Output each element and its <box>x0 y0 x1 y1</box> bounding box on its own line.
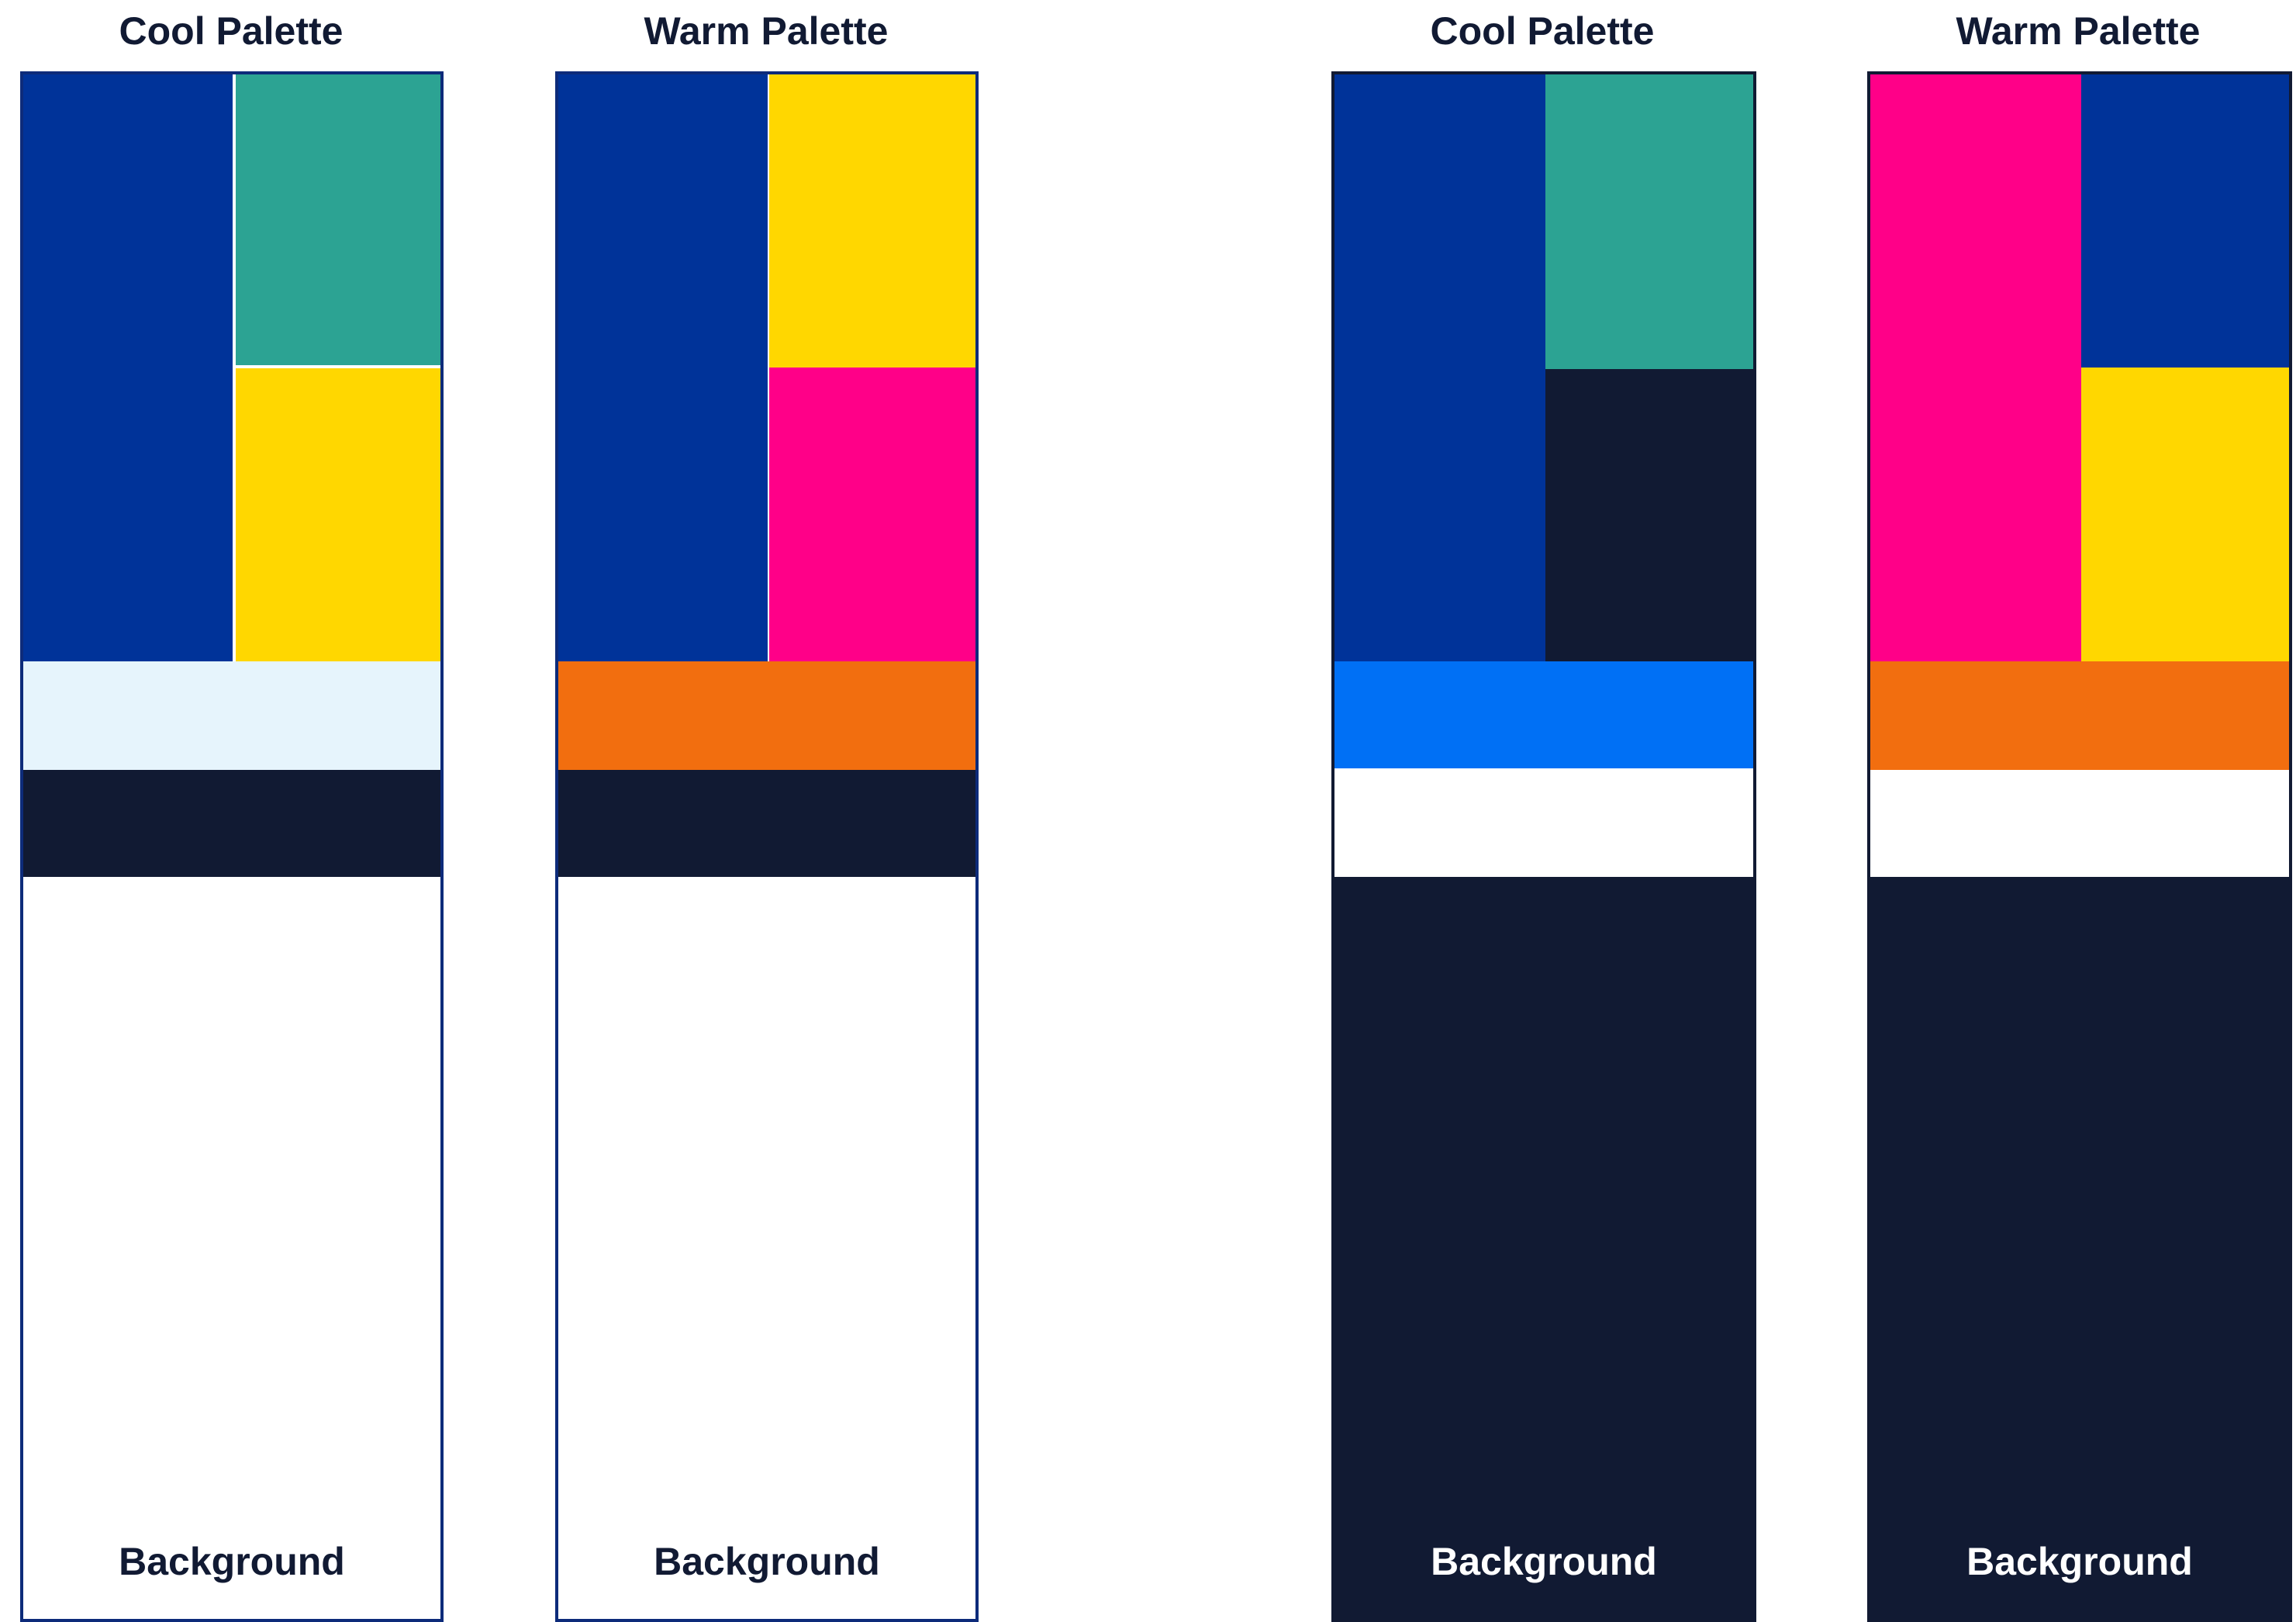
panel-title: Warm Palette <box>1956 9 2201 53</box>
swatch-secondary <box>1545 74 1753 369</box>
swatch-band-1 <box>1334 661 1753 768</box>
panel-title: Warm Palette <box>644 9 889 53</box>
swatch-secondary <box>769 74 975 368</box>
swatch-band-1 <box>558 661 975 770</box>
palette-panel-warm-dark: Background <box>1867 71 2292 1622</box>
swatch-primary <box>1870 74 2081 661</box>
background-label: Background <box>1431 1540 1657 1583</box>
swatch-tertiary <box>236 368 440 661</box>
palette-panel-cool-dark: Background <box>1331 71 1756 1622</box>
palette-panel-warm-light: Background <box>555 71 979 1622</box>
swatch-primary <box>558 74 768 661</box>
swatch-tertiary <box>769 368 975 661</box>
background-label: Background <box>119 1540 345 1583</box>
swatch-band-1 <box>1870 661 2289 770</box>
swatch-primary <box>23 74 233 661</box>
swatch-secondary <box>236 74 440 365</box>
swatch-band-2 <box>1870 770 2289 877</box>
swatch-band-2 <box>1334 768 1753 877</box>
swatch-band-2 <box>558 770 975 877</box>
panel-title: Cool Palette <box>119 9 344 53</box>
palette-panel-cool-light: Background <box>20 71 444 1622</box>
swatch-band-1 <box>23 661 440 770</box>
swatch-band-2 <box>23 770 440 877</box>
swatch-secondary <box>2081 74 2289 368</box>
background-label: Background <box>654 1540 880 1583</box>
panel-title: Cool Palette <box>1430 9 1655 53</box>
background-label: Background <box>1966 1540 2193 1583</box>
swatch-tertiary <box>2081 368 2289 661</box>
swatch-primary <box>1334 74 1545 661</box>
swatch-tertiary <box>1545 369 1753 661</box>
